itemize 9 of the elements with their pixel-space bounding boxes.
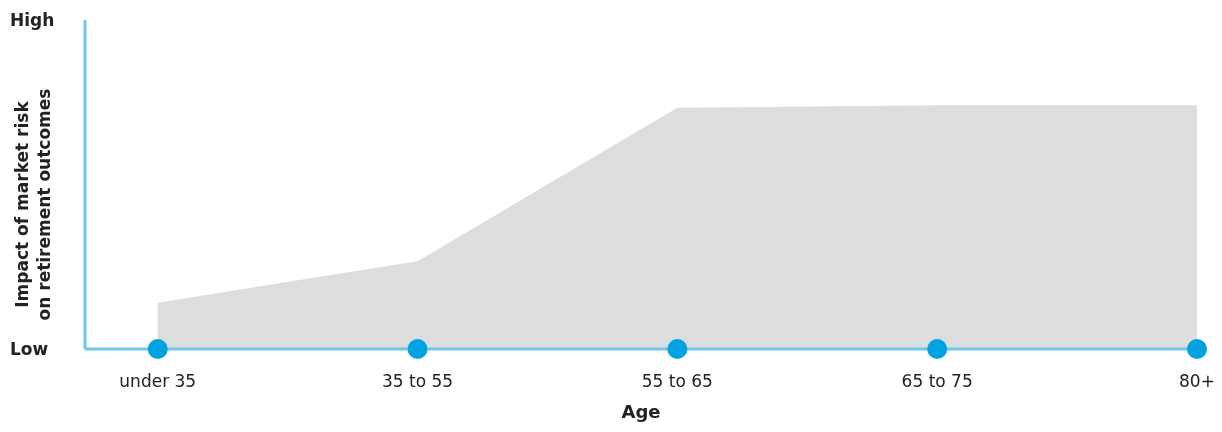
- x-tick-label: 65 to 75: [901, 371, 973, 391]
- x-axis-title: Age: [621, 401, 661, 422]
- y-axis-title: Impact of market risk on retirement outcomes: [12, 88, 54, 321]
- text: High: [10, 10, 55, 30]
- x-tick-label: 55 to 65: [641, 371, 713, 391]
- text: Low: [10, 339, 49, 359]
- x-tick-label: 80+: [1179, 371, 1215, 391]
- x-tick-label: under 35: [119, 371, 197, 391]
- x-tick-label: 35 to 55: [381, 371, 454, 391]
